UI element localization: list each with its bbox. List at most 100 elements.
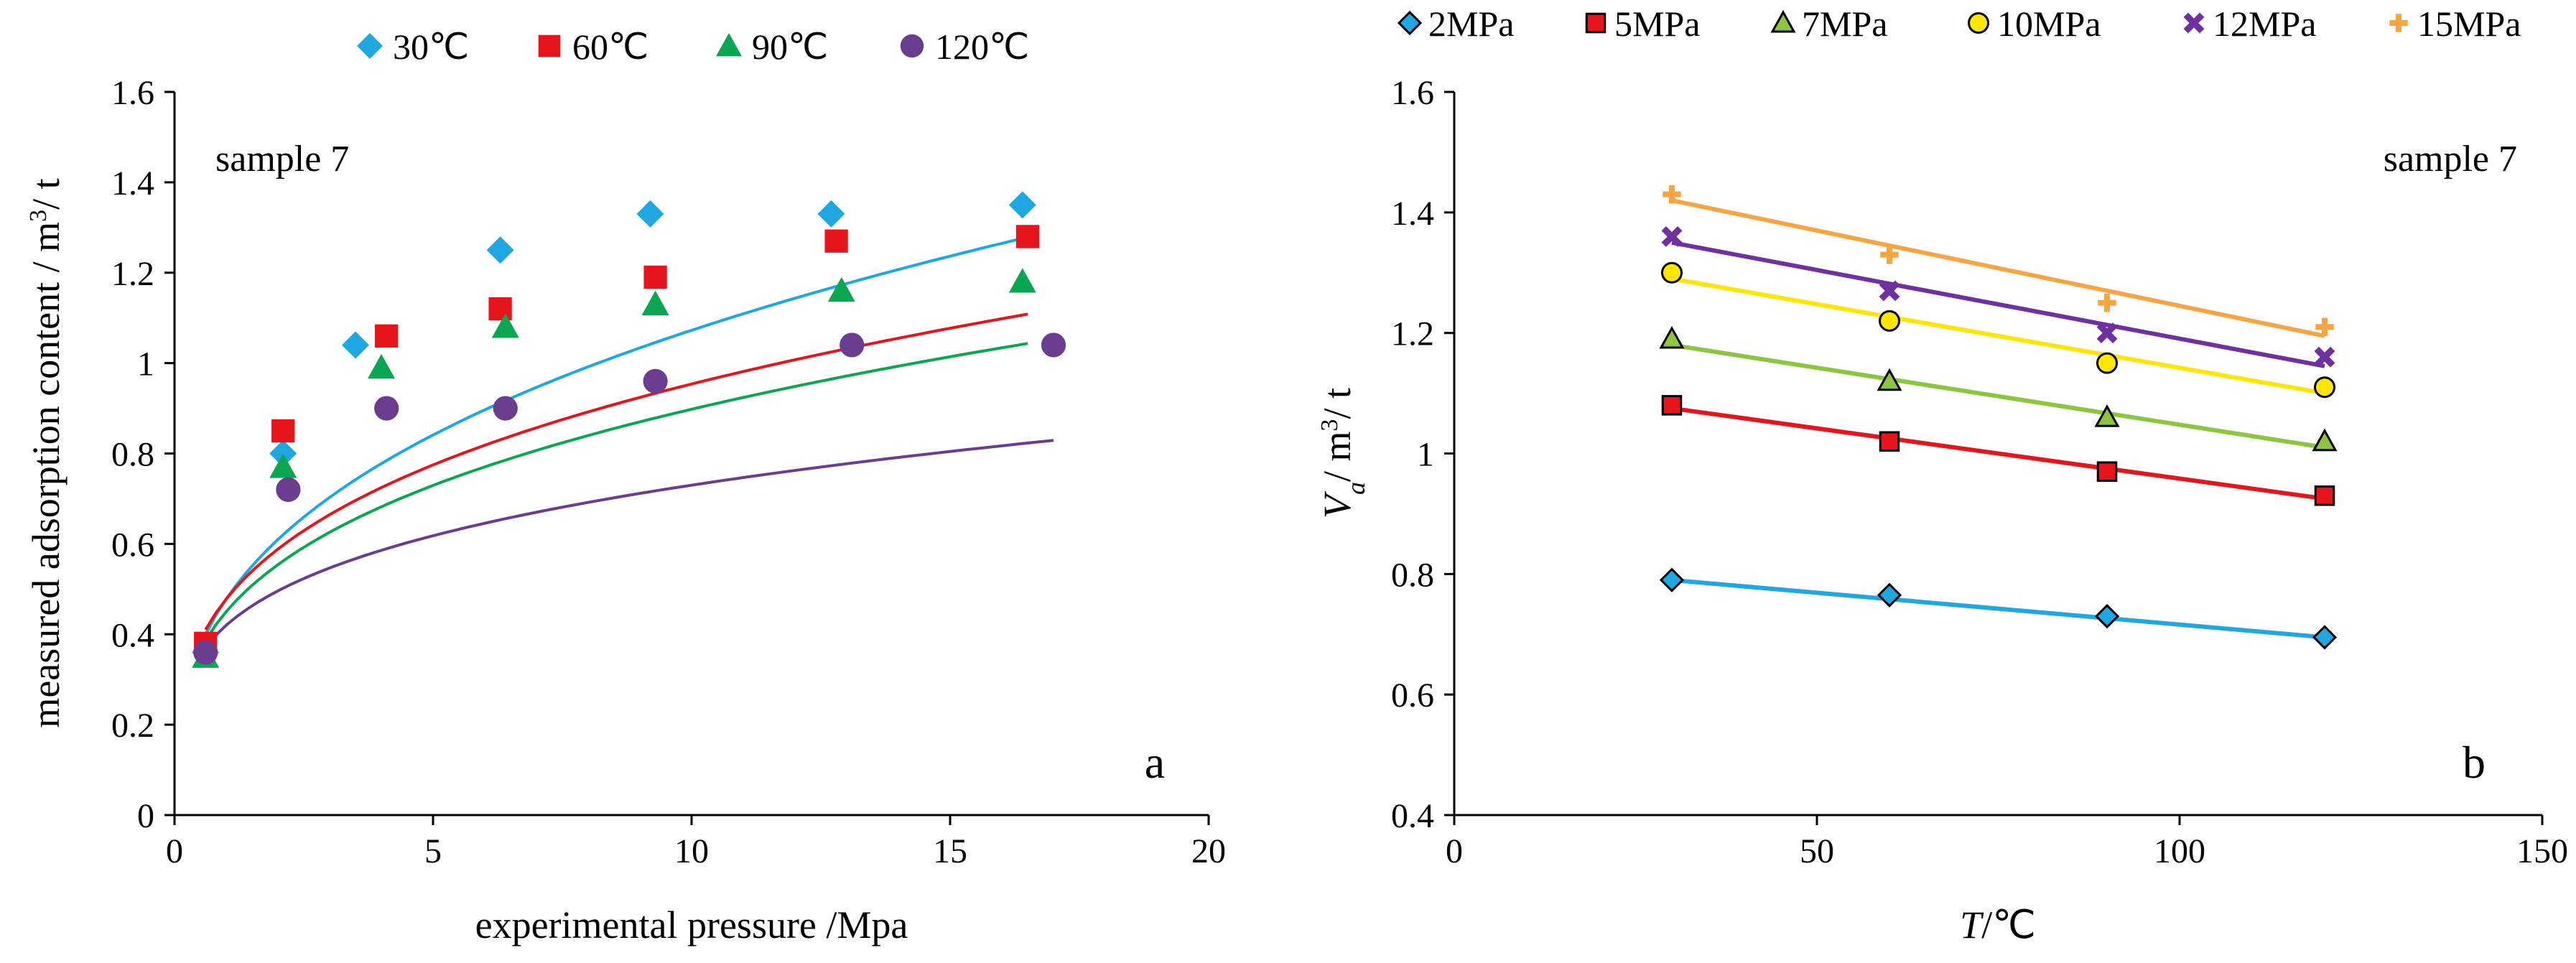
legend-b-label-0: 2MPa: [1428, 4, 1514, 44]
point-a-1-4: [643, 265, 667, 289]
point-b-2-0: [1659, 325, 1685, 349]
point-b-0-3: [2312, 625, 2338, 650]
y-tick-label: 0.2: [111, 707, 154, 745]
y-tick-label: 0.6: [1391, 676, 1434, 715]
y-tick-label: 0.8: [111, 436, 154, 474]
legend-b-marker-4: [2183, 12, 2205, 34]
point-a-1-5: [824, 229, 848, 253]
fit-curve-0: [204, 236, 1023, 636]
x-tick-label: 50: [1800, 832, 1834, 870]
y-tick-label: 1: [137, 345, 154, 383]
point-a-1-3: [488, 297, 512, 321]
y-axis-label-sup: 3: [25, 210, 52, 222]
fit-line-4: [1671, 240, 2325, 368]
point-b-4-2: [2096, 322, 2118, 344]
x-tick-label: 100: [2154, 832, 2205, 870]
y-tick-label: 1.4: [111, 164, 154, 203]
y-tick-label: 1: [1417, 436, 1434, 474]
point-b-3-1: [1879, 310, 1900, 332]
legend-b-marker-2: [1770, 9, 1796, 33]
y-tick-label: 0.4: [1391, 797, 1434, 835]
point-b-0-1: [1877, 582, 1902, 608]
point-b-4-3: [2314, 346, 2335, 368]
legend-b-label-1: 5MPa: [1614, 4, 1700, 44]
y-tick-label: 0: [137, 797, 154, 835]
y-tick-label: 0.6: [111, 526, 154, 564]
x-tick-label: 0: [166, 832, 183, 870]
legend-b-label-3: 10MPa: [1997, 4, 2101, 44]
legend-marker-2: [716, 33, 742, 57]
legend-label-2: 90℃: [752, 27, 828, 67]
point-a-2-4: [641, 290, 669, 316]
point-a-2-1: [269, 453, 297, 478]
legend-b-marker-5: [2389, 14, 2408, 32]
chart-b: 0 50 100 150 0.4 0.6 0.8 1 1.2 1.4 1.6 2MPa 5MPa 7MPa…: [1316, 4, 2568, 946]
point-a-0-5: [817, 200, 845, 228]
point-b-0-0: [1659, 567, 1685, 592]
legend-b-marker-0: [1397, 10, 1423, 36]
legend-b-marker-3: [1968, 12, 1989, 34]
y-axis-label-rest: / m: [1316, 432, 1359, 483]
point-a-1-2: [375, 324, 399, 348]
sample-annotation: sample 7: [215, 139, 349, 180]
x-tick-label: 15: [933, 832, 967, 870]
y-axis-label-italic: V: [1316, 490, 1359, 518]
point-b-5-2: [2098, 293, 2116, 312]
y-tick-label: 1.2: [111, 255, 154, 293]
point-a-0-2: [342, 331, 369, 359]
x-axis-label-rest: /℃: [1981, 903, 2036, 946]
legend-marker-3: [900, 34, 924, 58]
point-b-1-3: [2314, 485, 2335, 506]
x-tick-label: 20: [1191, 832, 1226, 870]
point-a-1-1: [271, 419, 295, 443]
point-b-3-3: [2314, 376, 2335, 399]
point-b-1-2: [2096, 461, 2118, 482]
point-a-3-2: [374, 396, 399, 421]
point-b-2-3: [2312, 428, 2338, 452]
y-axis-label-tail: / t: [1316, 388, 1359, 419]
point-b-2-2: [2094, 404, 2120, 427]
fit-line-1: [1671, 406, 2325, 501]
panel-label-b: b: [2463, 737, 2486, 788]
point-b-3-0: [1661, 261, 1683, 284]
y-axis-label-tail: / t: [24, 178, 68, 210]
y-tick-label: 1.2: [1391, 315, 1434, 353]
point-a-3-5: [840, 332, 865, 358]
point-a-2-2: [368, 353, 395, 379]
panel-label-a: a: [1145, 737, 1165, 788]
x-tick-label: 0: [1446, 832, 1463, 870]
y-tick-label: 1.6: [1391, 74, 1434, 112]
point-b-3-2: [2096, 352, 2118, 374]
point-a-3-3: [493, 396, 518, 421]
fit-line-3: [1671, 276, 2325, 396]
y-axis-label-main: measured adsorption content / m: [24, 222, 68, 728]
legend-label-1: 60℃: [572, 27, 648, 67]
point-a-0-4: [636, 200, 664, 228]
y-axis-label: measured adsorption content / m3/ t: [24, 178, 68, 727]
legend-marker-1: [538, 34, 561, 57]
chart-a: 0 5 10 15 20 0 0.2 0.4 0.6 0.8 1 1.2 1.4 1.6 30℃ 60℃ 90℃…: [24, 27, 1226, 946]
fit-line-2: [1671, 343, 2325, 450]
fit-line-5: [1671, 198, 2325, 338]
point-b-4-1: [1879, 280, 1900, 302]
point-a-2-5: [827, 276, 855, 302]
y-axis-label-b: Va/ m3/ t: [1316, 388, 1370, 518]
legend-label-0: 30℃: [393, 27, 469, 67]
legend-label-3: 120℃: [935, 27, 1029, 67]
point-a-2-3: [491, 313, 519, 338]
point-b-5-1: [1880, 245, 1899, 264]
y-axis-label-sub: a: [1342, 482, 1370, 495]
x-axis-label: experimental pressure /Mpa: [475, 903, 908, 946]
fit-curve-3: [204, 439, 1054, 648]
y-tick-label: 1.4: [1391, 195, 1434, 233]
fit-line-0: [1671, 577, 2325, 640]
x-axis-label-b: T/℃: [1960, 903, 2036, 946]
point-b-4-0: [1661, 225, 1683, 247]
point-b-5-3: [2315, 317, 2334, 337]
x-tick-label: 10: [674, 832, 709, 870]
point-a-2-6: [1008, 268, 1036, 293]
x-axis-label-italic: T: [1960, 903, 1984, 946]
fit-curve-1: [204, 312, 1028, 631]
point-a-3-1: [276, 477, 301, 502]
